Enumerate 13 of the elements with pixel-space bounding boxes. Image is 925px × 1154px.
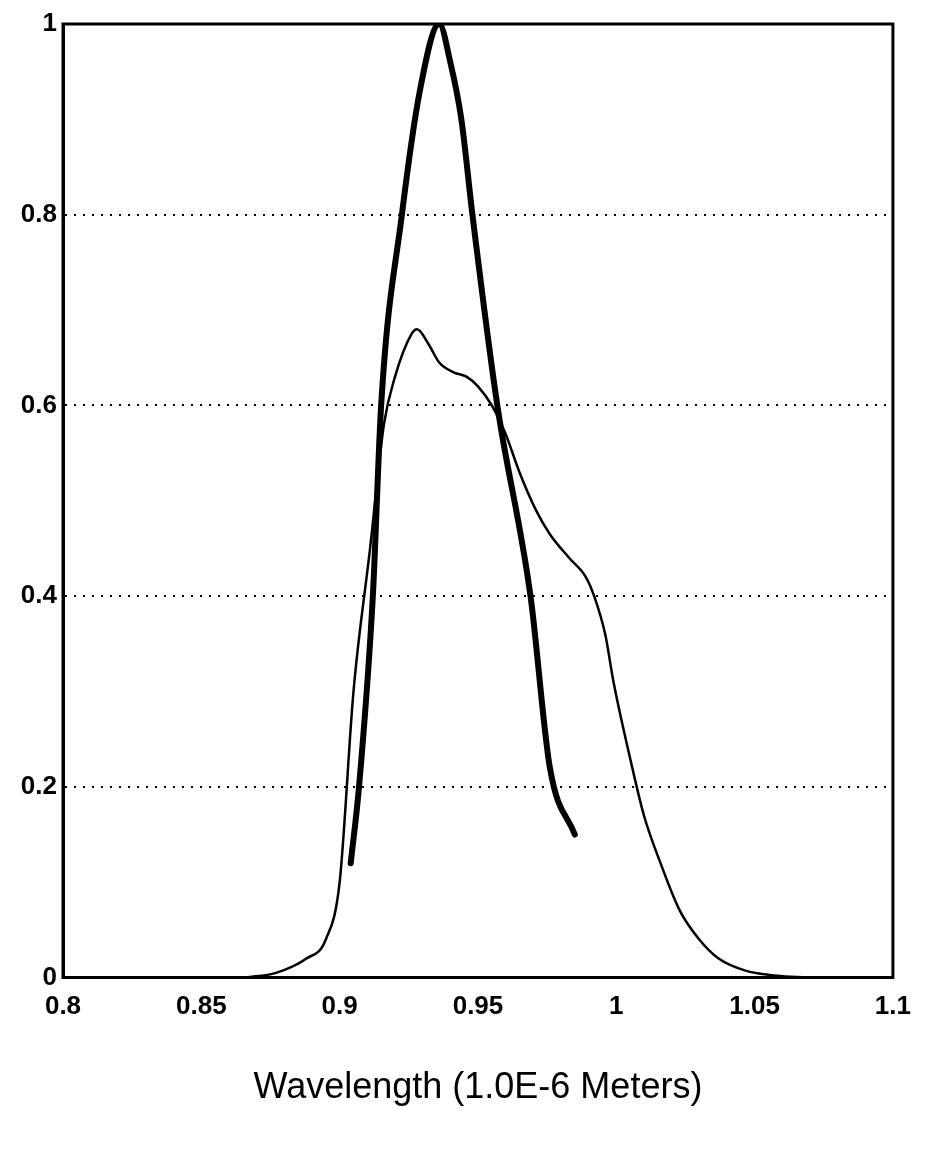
x-tick-label: 1.05 — [729, 990, 780, 1021]
x-tick-label: 0.95 — [452, 990, 504, 1021]
x-tick-label: 0.85 — [176, 990, 227, 1021]
x-axis-title: Wavelength (1.0E-6 Meters) — [253, 1065, 703, 1107]
y-tick-label: 0 — [42, 960, 57, 991]
x-tick-label: 1 — [609, 990, 624, 1021]
y-tick-label: 1 — [42, 7, 57, 38]
x-tick-label: 0.9 — [321, 990, 358, 1021]
y-tick-label: 0.6 — [20, 388, 57, 419]
x-tick-label: 1.1 — [874, 990, 912, 1021]
y-tick-label: 0.2 — [20, 770, 57, 801]
y-tick-label: 0.8 — [20, 197, 57, 228]
y-tick-label: 0.4 — [20, 579, 58, 610]
